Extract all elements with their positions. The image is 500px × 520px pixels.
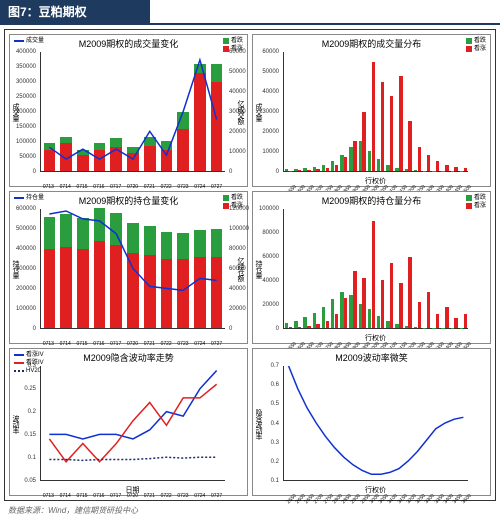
panel-vol-smile: M2009波动率微笑0.10.20.30.40.50.60.7隐含波动率2550… <box>252 348 491 496</box>
data-source: 数据来源：Wind，建信期货研投中心 <box>0 501 500 520</box>
figure-title: 图7：豆粕期权 <box>0 0 150 23</box>
panel-oi-dist: M2009期权的持仓量分布看跌看涨02000040000600008000010… <box>252 191 491 344</box>
panel-oi-change: M2009期权的持仓量变化持仓量看跌看涨01000002000003000004… <box>9 191 248 344</box>
panel-volume-dist: M2009期权的成交量分布看跌看涨01000020000300004000050… <box>252 34 491 187</box>
chart-grid-frame: M2009期权的成交量变化成交量看跌看涨05000010000015000020… <box>4 29 496 501</box>
chart-grid: M2009期权的成交量变化成交量看跌看涨05000010000015000020… <box>7 32 493 498</box>
panel-volume-change: M2009期权的成交量变化成交量看跌看涨05000010000015000020… <box>9 34 248 187</box>
figure-header: 图7：豆粕期权 <box>0 0 500 25</box>
panel-iv-trend: M2009隐含波动率走势看涨IV看跌IVHV200.050.10.150.20.… <box>9 348 248 496</box>
